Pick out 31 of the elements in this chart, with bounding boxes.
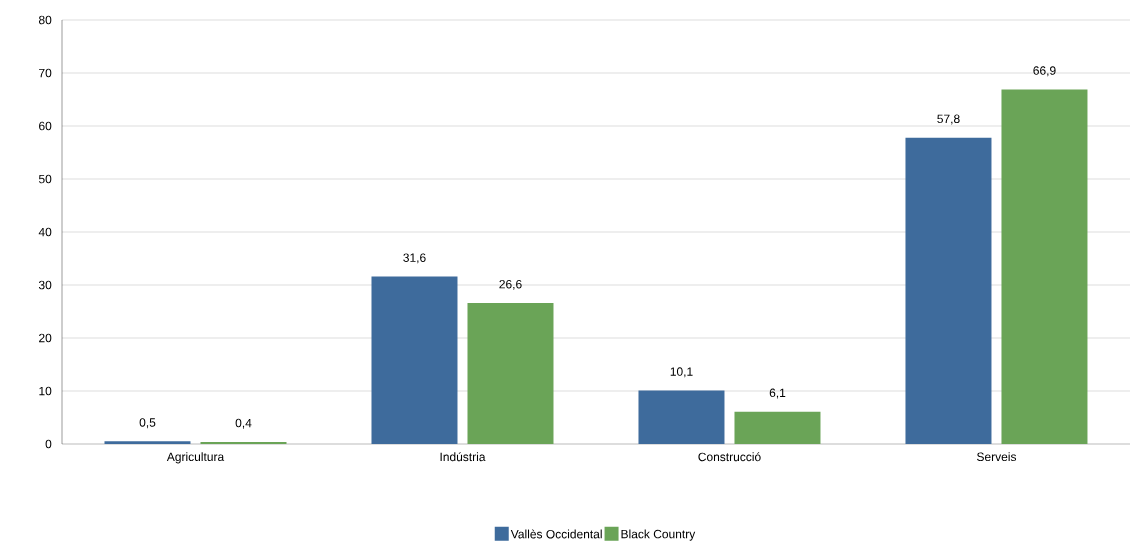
legend-label: Black Country xyxy=(621,529,696,541)
y-tick-label: 70 xyxy=(39,68,52,78)
bar xyxy=(734,411,821,444)
y-tick-label: 50 xyxy=(38,174,52,184)
bar xyxy=(200,441,287,444)
data-label: 66,9 xyxy=(1033,66,1056,77)
y-tick-label: 80 xyxy=(38,15,52,25)
bar xyxy=(638,390,725,444)
data-label: 0,5 xyxy=(139,418,156,429)
bar xyxy=(905,137,992,444)
bar xyxy=(467,303,554,444)
y-tick-label: 40 xyxy=(38,227,52,237)
data-label: 10,1 xyxy=(670,367,693,378)
bar xyxy=(371,276,458,444)
y-tick-label: 20 xyxy=(39,333,52,343)
data-label: 0,4 xyxy=(235,418,252,429)
x-tick-label: Indústria xyxy=(440,452,486,462)
y-tick-label: 0 xyxy=(45,439,52,449)
y-tick-label: 30 xyxy=(38,280,52,290)
x-tick-label: Serveis xyxy=(977,452,1017,462)
bar xyxy=(1001,89,1088,444)
data-label: 57,8 xyxy=(937,114,960,125)
x-tick-label: Agricultura xyxy=(166,452,225,464)
data-label: 26,6 xyxy=(499,279,522,290)
legend-label: Vallès Occidental xyxy=(510,529,602,539)
x-tick-label: Construcció xyxy=(698,452,761,462)
data-label: 31,6 xyxy=(403,253,426,264)
bar xyxy=(104,441,191,444)
y-tick-label: 60 xyxy=(39,121,52,131)
y-tick-label: 10 xyxy=(39,386,52,396)
data-label: 6,1 xyxy=(769,388,786,399)
